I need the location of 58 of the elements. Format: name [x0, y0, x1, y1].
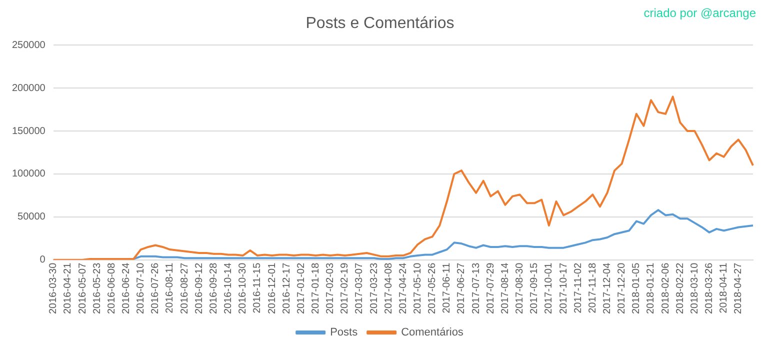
x-tick-label: 2017-11-02: [572, 262, 584, 314]
x-tick-label: 2017-03-07: [354, 262, 366, 314]
x-tick-label: 2018-04-11: [718, 262, 730, 314]
chart-title: Posts e Comentários: [306, 15, 454, 32]
y-tick-label: 0: [40, 254, 46, 266]
x-tick-label: 2017-11-18: [587, 262, 598, 314]
legend-label: Posts: [330, 326, 358, 339]
x-tick-label: 2017-05-26: [427, 262, 438, 314]
x-tick-label: 2017-07-29: [485, 262, 496, 314]
x-tick-label: 2016-03-30: [48, 262, 60, 314]
x-tick-label: 2018-01-05: [631, 262, 642, 314]
x-tick-label: 2018-03-10: [689, 262, 700, 314]
x-tick-label: 2017-01-02: [296, 262, 307, 314]
x-tick-label: 2016-08-11: [164, 262, 176, 314]
x-tick-label: 2017-06-27: [456, 262, 468, 314]
x-tick-label: 2016-09-12: [194, 262, 205, 314]
x-tick-label: 2018-01-21: [646, 262, 657, 314]
x-tick-label: 2017-09-15: [529, 262, 540, 314]
x-tick-label: 2017-07-13: [470, 262, 482, 314]
y-tick-label: 200000: [12, 82, 46, 94]
y-tick-label: 150000: [12, 126, 46, 137]
x-tick-label: 2016-04-21: [62, 262, 74, 314]
y-tick-label: 250000: [12, 40, 46, 51]
x-tick-label: 2017-03-23: [368, 262, 380, 314]
x-tick-label: 2016-10-30: [238, 262, 249, 314]
x-tick-label: 2017-05-10: [412, 262, 424, 314]
text: criado por @arcange: [644, 6, 756, 20]
x-tick-label: 2017-08-30: [514, 262, 526, 314]
x-tick-label: 2018-02-06: [660, 262, 672, 314]
x-tick-label: 2017-12-20: [616, 262, 628, 314]
x-tick-label: 2018-02-22: [674, 262, 686, 314]
x-tick-label: 2017-12-04: [602, 262, 613, 314]
x-tick-label: 2017-10-17: [558, 262, 570, 314]
x-tick-label: 2016-05-23: [92, 262, 103, 314]
y-tick-label: 50000: [18, 212, 46, 223]
x-tick-label: 2017-08-14: [500, 262, 511, 314]
x-tick-label: 2016-11-15: [252, 262, 264, 314]
x-tick-label: 2016-10-14: [223, 262, 234, 314]
x-tick-label: 2016-07-26: [150, 262, 162, 314]
x-tick-label: 2017-06-11: [442, 262, 453, 314]
x-tick-label: 2016-06-08: [106, 262, 118, 314]
x-tick-label: 2017-10-01: [544, 262, 555, 314]
x-tick-label: 2016-12-17: [281, 262, 292, 314]
x-tick-label: 2016-12-01: [266, 262, 278, 314]
x-tick-label: 2018-03-26: [704, 262, 716, 314]
x-tick-label: 2016-09-28: [208, 262, 220, 314]
x-tick-label: 2017-01-18: [310, 262, 322, 314]
x-tick-label: 2017-04-24: [398, 262, 409, 314]
x-tick-label: 2016-07-10: [136, 262, 147, 314]
x-tick-label: 2016-06-24: [120, 262, 132, 314]
x-tick-label: 2016-05-07: [77, 262, 88, 314]
x-tick-label: 2016-08-27: [179, 262, 190, 314]
x-tick-label: 2017-02-03: [325, 262, 336, 314]
x-tick-label: 2017-02-19: [340, 262, 351, 314]
y-tick-label: 100000: [12, 168, 46, 180]
legend-label: Comentários: [401, 326, 464, 339]
x-tick-label: 2017-04-08: [383, 262, 394, 314]
x-tick-label: 2018-04-27: [733, 262, 744, 314]
